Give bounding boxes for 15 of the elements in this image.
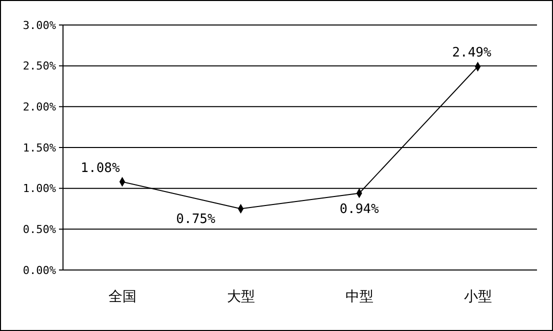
y-tick-label: 0.00% (22, 264, 56, 277)
x-tick-label: 大型 (226, 289, 255, 305)
x-tick-label: 全国 (108, 289, 136, 305)
data-label: 2.49% (452, 46, 492, 61)
data-label: 1.08% (80, 160, 120, 176)
y-tick-label: 2.00% (22, 100, 56, 114)
y-tick-label: 3.00% (22, 18, 56, 32)
data-label: 0.75% (176, 212, 216, 227)
data-label: 0.94% (340, 202, 379, 218)
y-tick-label: 2.50% (22, 60, 56, 73)
y-tick-label: 0.50% (22, 223, 56, 236)
y-tick-label: 1.50% (22, 141, 56, 154)
y-tick-label: 1.00% (22, 182, 56, 196)
x-tick-label: 中型 (345, 289, 374, 305)
x-tick-label: 小型 (464, 289, 492, 305)
